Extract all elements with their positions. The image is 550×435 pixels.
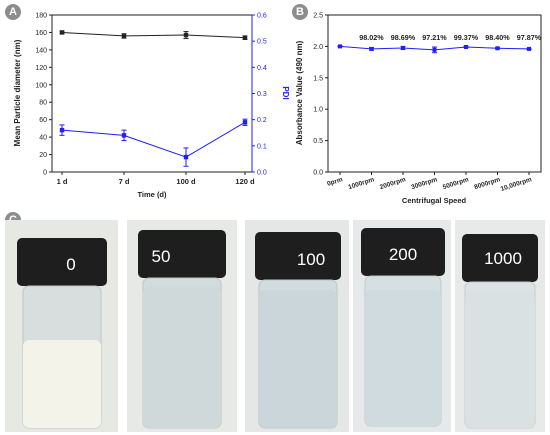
chart-b-x-tick-label: 0prm [326,176,343,188]
chart-b-data-point [401,45,405,50]
vial-photo-200: 200 [353,220,451,432]
vial-photo-strip: 0 50 100 200 [5,220,545,432]
chart-b-x-tick-label: 2000rpm [379,176,407,191]
chart-b-x-tick-label: 1000rpm [348,176,376,191]
chart-a-data-point [242,35,248,40]
chart-b-data-point [464,45,468,50]
chart-b-y-tick-label: 1.0 [313,107,323,114]
chart-a-y-tick-label: 60 [39,117,47,124]
vial-photo-50-image: 50 [127,220,237,432]
chart-a-y2-tick-label: 0.5 [257,39,267,46]
vial-photo-0-image: 0 [5,220,118,432]
vial-photo-1000: 1000 [455,220,545,432]
vial-photo-100-image: 100 [245,220,349,432]
chart-a-data-point [59,30,65,35]
vial-label: 0 [66,255,75,274]
chart-b-data-label: 97.87% [517,33,542,42]
chart-a-x-tick-label: 1 d [57,177,68,186]
chart-a-y2-axis-label: PDI [281,86,290,99]
chart-a-data-point [242,120,248,125]
chart-a-x-tick-label: 100 d [176,177,196,186]
chart-b-data-point [527,46,531,51]
chart-a-data-point [121,33,127,39]
chart-a-data-point [183,32,189,38]
chart-b-centrifugal-stability: 0.0 0.5 1.0 1.5 2.0 2.5 0prm 1000rpm 2000rpm 300… [295,13,542,206]
chart-b-data-label: 97.21% [422,33,447,42]
panel-label-a: A [5,4,21,20]
chart-a-y-tick-label: 0 [43,170,47,177]
chart-b-y-tick-label: 2.0 [313,44,323,51]
chart-a-x-tick-label: 7 d [119,177,130,186]
chart-a-plot-frame [51,14,253,173]
vial-label: 50 [152,247,171,266]
chart-a-x-tick-label: 120 d [235,177,255,186]
chart-a-y2-tick-label: 0.6 [257,13,267,20]
chart-b-data-point [338,44,342,49]
chart-a-data-point [59,127,65,133]
chart-b-y-tick-label: 0.0 [313,170,323,177]
chart-a-x-axis-label: Time (d) [137,190,167,199]
chart-b-x-axis-label: Centrifugal Speed [402,196,467,205]
vial-label: 100 [297,250,325,269]
chart-b-data-label: 98.40% [485,33,510,42]
chart-a-y-tick-label: 160 [35,30,47,37]
chart-a-y-tick-label: 20 [39,152,47,159]
chart-b-x-tick-label: 5000rpm [442,176,470,191]
chart-b-x-tick-label: 3000rpm [411,176,439,191]
chart-a-series-line-0 [61,31,246,39]
chart-b-data-point [369,46,374,51]
chart-a-y-tick-label: 100 [35,82,47,89]
chart-a-y2-tick-label: 0.0 [257,170,267,177]
chart-b-y-axis-label: Absorbance Value (490 nm) [295,40,304,145]
chart-a-data-point [183,154,189,160]
vial-label: 200 [389,245,417,264]
chart-b-data-point [432,47,437,52]
chart-b-y-tick-label: 1.5 [313,75,323,82]
chart-a-y-tick-label: 180 [35,13,47,20]
chart-b-data-label: 98.69% [391,33,416,42]
chart-b-y-tick-label: 2.5 [313,13,323,20]
chart-a-stability-over-time: 0 20 40 60 80 100 120 140 160 180 0.0 0.1 0.2 0.3 0.4… [13,13,290,200]
chart-a-data-point [121,133,127,138]
chart-b-y-tick-label: 0.5 [313,138,323,145]
chart-a-series-line-1 [61,121,246,158]
chart-a-y-tick-label: 80 [39,100,47,107]
vial-photo-100: 100 [245,220,349,432]
chart-a-y2-tick-label: 0.2 [257,117,267,124]
vial-label: 1000 [484,249,522,268]
vial-photo-1000-image: 1000 [455,220,545,432]
vial-photo-0: 0 [5,220,118,432]
vial-photo-50: 50 [127,220,237,432]
chart-a-y-tick-label: 140 [35,47,47,54]
chart-a-y-axis-label: Mean Particle diameter (nm) [13,39,22,146]
chart-b-data-label: 99.37% [454,33,479,42]
chart-a-y2-tick-label: 0.3 [257,91,267,98]
chart-b-data-label: 98.02% [359,33,384,42]
vial-photo-200-image: 200 [353,220,451,432]
chart-b-x-tick-label: 10,000rpm [500,176,533,193]
chart-b-data-point [495,46,500,51]
panel-label-b: B [292,4,308,20]
chart-a-y2-tick-label: 0.1 [257,143,267,150]
chart-a-y-tick-label: 120 [35,65,47,72]
chart-a-y2-tick-label: 0.4 [257,65,267,72]
chart-b-x-tick-label: 8000rpm [474,176,502,191]
chart-a-y-tick-label: 40 [39,135,47,142]
